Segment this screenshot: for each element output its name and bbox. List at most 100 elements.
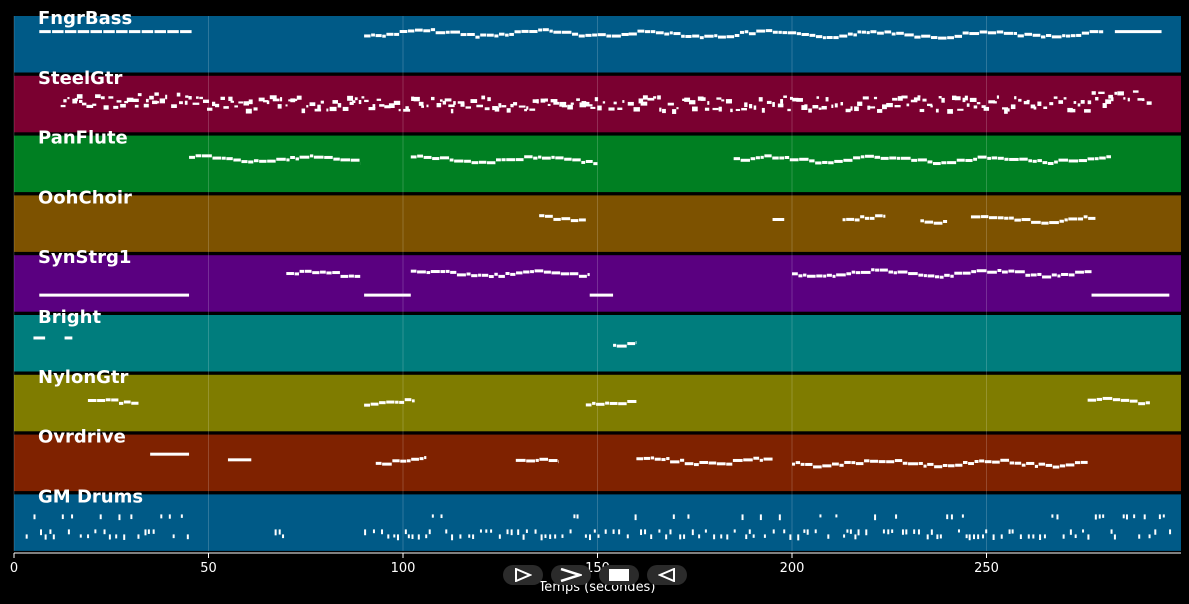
fast-forward-button[interactable] <box>551 565 591 585</box>
note <box>439 99 443 102</box>
note <box>1148 534 1151 539</box>
note <box>39 30 51 34</box>
note <box>1026 99 1030 103</box>
note <box>471 274 478 278</box>
note <box>332 100 338 104</box>
note <box>453 101 456 105</box>
note <box>137 93 142 97</box>
note <box>551 271 561 275</box>
note <box>1137 98 1145 101</box>
note <box>772 30 778 34</box>
note <box>699 36 704 40</box>
note <box>831 462 839 466</box>
note <box>375 34 382 38</box>
note <box>534 269 544 273</box>
note <box>578 218 586 222</box>
note-group <box>1087 90 1152 109</box>
note <box>733 157 740 161</box>
note <box>569 529 572 534</box>
note <box>79 99 83 103</box>
note <box>782 31 788 35</box>
note <box>825 97 829 102</box>
note <box>778 514 781 521</box>
note <box>399 400 405 404</box>
note <box>699 460 709 464</box>
note <box>827 534 830 539</box>
note <box>1068 217 1078 221</box>
note <box>1070 108 1076 113</box>
note <box>936 534 939 540</box>
note <box>734 33 740 37</box>
note <box>784 155 790 159</box>
rewind-button[interactable] <box>647 565 687 585</box>
track-band-bright <box>14 315 1181 372</box>
note <box>382 462 392 466</box>
note <box>467 32 475 36</box>
note <box>843 534 846 538</box>
note <box>333 157 340 161</box>
note <box>807 274 816 278</box>
note <box>966 103 970 107</box>
note <box>542 156 551 160</box>
note <box>299 155 310 159</box>
note <box>665 534 668 540</box>
note <box>115 534 118 539</box>
note <box>745 534 748 540</box>
track-name: Ovrdrive <box>38 427 126 448</box>
note <box>716 462 726 466</box>
note <box>721 99 725 102</box>
note <box>108 96 114 99</box>
note <box>536 99 539 104</box>
note <box>1059 219 1064 223</box>
note <box>685 34 692 38</box>
note <box>1008 529 1011 534</box>
note <box>498 274 505 278</box>
note <box>643 456 651 460</box>
stop-button[interactable] <box>599 565 639 585</box>
note <box>618 402 627 406</box>
note <box>704 107 710 111</box>
play-button[interactable] <box>503 565 543 585</box>
note <box>633 107 640 112</box>
note <box>561 217 571 221</box>
note <box>616 344 627 348</box>
note <box>996 30 1004 34</box>
note <box>988 216 998 220</box>
note <box>670 460 680 464</box>
note <box>608 107 615 111</box>
note <box>130 514 133 520</box>
note <box>1138 402 1146 406</box>
note <box>454 159 464 163</box>
note <box>973 157 978 161</box>
note <box>440 514 443 519</box>
note <box>764 154 772 158</box>
note <box>384 105 391 109</box>
note <box>313 155 324 159</box>
note <box>602 101 606 104</box>
note <box>846 272 852 276</box>
note <box>900 156 911 160</box>
note <box>221 156 226 160</box>
note <box>918 273 924 277</box>
note <box>732 458 743 462</box>
note <box>259 159 267 163</box>
note <box>285 104 288 107</box>
note <box>644 529 647 535</box>
note <box>79 534 82 538</box>
note <box>973 105 978 109</box>
note <box>854 534 857 540</box>
note <box>787 31 797 35</box>
note <box>1083 215 1088 219</box>
note <box>430 270 440 274</box>
note-group <box>364 293 411 297</box>
note <box>510 103 514 108</box>
note <box>33 514 36 520</box>
note <box>594 97 599 102</box>
note <box>1043 106 1048 109</box>
note <box>853 33 857 37</box>
note <box>997 156 1004 160</box>
note <box>704 529 707 533</box>
note <box>704 34 714 38</box>
note <box>612 529 615 534</box>
note <box>538 155 542 159</box>
